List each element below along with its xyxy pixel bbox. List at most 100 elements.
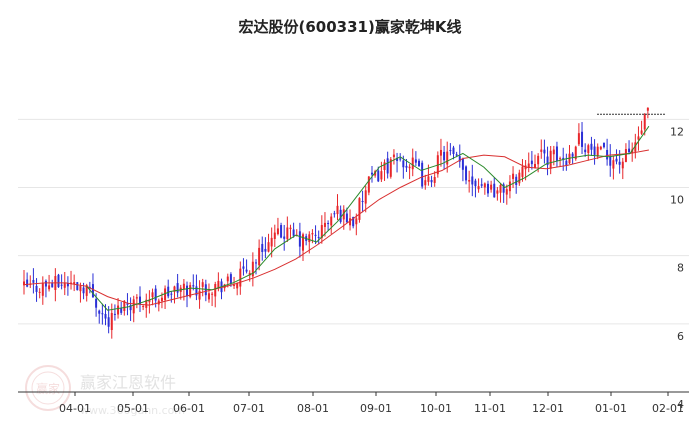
candle-down	[602, 142, 605, 148]
candle-down	[345, 213, 348, 223]
candle-down	[590, 143, 593, 150]
y-tick-label: 6	[677, 330, 684, 343]
candle-up	[226, 276, 229, 282]
candle-down	[26, 279, 29, 287]
y-tick-label: 4	[677, 398, 684, 411]
candle-up	[201, 282, 204, 287]
candle-up	[160, 297, 163, 302]
candle-down	[126, 303, 129, 305]
candle-down	[113, 313, 116, 315]
candle-down	[584, 149, 587, 153]
candle-down	[261, 243, 264, 252]
candle-up	[355, 218, 358, 225]
candle-up	[236, 283, 239, 289]
candle-down	[327, 223, 330, 225]
candle-up	[499, 184, 502, 193]
candle-up	[624, 149, 627, 162]
candle-down	[530, 160, 533, 165]
candle-up	[383, 162, 386, 170]
candle-up	[540, 149, 543, 152]
candle-up	[323, 222, 326, 227]
candle-down	[101, 313, 104, 315]
svg-text:赢家: 赢家	[36, 381, 60, 396]
candle-down	[493, 183, 496, 198]
candle-down	[264, 248, 267, 252]
candle-down	[609, 155, 612, 166]
candle-down	[333, 213, 336, 215]
candle-up	[286, 227, 289, 240]
candle-down	[418, 160, 421, 167]
x-tick-label: 06-01	[173, 402, 205, 415]
candle-up	[289, 227, 292, 230]
candle-up	[640, 130, 643, 134]
candle-down	[91, 284, 94, 298]
candle-down	[104, 313, 107, 319]
candle-up	[559, 158, 562, 160]
candle-up	[63, 283, 66, 288]
candle-up	[79, 285, 82, 292]
candle-up	[574, 146, 577, 160]
candle-down	[339, 209, 342, 222]
candle-down	[402, 160, 405, 168]
candle-up	[123, 300, 126, 311]
candle-down	[461, 158, 464, 170]
candle-up	[135, 297, 138, 299]
candle-up	[643, 114, 646, 130]
candle-down	[458, 156, 461, 162]
candle-up	[336, 205, 339, 215]
candle-down	[82, 287, 85, 294]
candle-up	[358, 198, 361, 220]
chart-title: 宏达股份(600331)赢家乾坤K线	[239, 18, 462, 36]
candle-down	[32, 280, 35, 283]
candle-up	[110, 313, 113, 331]
candle-up	[342, 209, 345, 220]
watermark: 赢家 赢家江恩软件 www.360gann.com	[25, 365, 185, 417]
watermark-brand: 赢家江恩软件	[80, 373, 176, 392]
candle-down	[120, 308, 123, 313]
candle-up	[389, 159, 392, 177]
candle-up	[132, 299, 135, 314]
candle-up	[364, 190, 367, 204]
candle-down	[57, 274, 60, 288]
candle-down	[386, 158, 389, 174]
x-tick-label: 11-01	[474, 402, 506, 415]
candle-down	[76, 282, 79, 291]
candle-down	[452, 147, 455, 154]
candle-down	[618, 161, 621, 165]
candle-up	[439, 149, 442, 156]
candle-up	[596, 146, 599, 157]
x-tick-label: 09-01	[360, 402, 392, 415]
moving-averages	[23, 125, 650, 311]
candle-up	[211, 293, 214, 295]
candle-up	[151, 292, 154, 298]
candle-up	[85, 285, 88, 296]
candle-down	[399, 158, 402, 160]
candle-up	[483, 183, 486, 188]
candle-up	[349, 218, 352, 226]
candle-up	[142, 306, 145, 308]
candle-up	[311, 233, 314, 235]
candle-down	[138, 296, 141, 305]
candle-up	[527, 163, 530, 168]
candle-up	[634, 142, 637, 152]
candle-up	[320, 225, 323, 239]
candle-down	[370, 172, 373, 175]
candle-up	[552, 149, 555, 155]
candle-up	[189, 285, 192, 297]
candle-up	[427, 176, 430, 182]
candle-down	[421, 162, 424, 187]
candle-down	[486, 183, 489, 194]
candle-up	[424, 180, 427, 186]
candle-down	[229, 274, 232, 284]
candle-down	[154, 288, 157, 301]
candle-down	[396, 157, 399, 161]
candle-down	[546, 156, 549, 166]
candle-up	[490, 184, 493, 190]
candle-up	[468, 180, 471, 182]
x-tick-label: 05-01	[117, 402, 149, 415]
candle-up	[534, 163, 537, 168]
candle-down	[186, 285, 189, 297]
candle-down	[283, 236, 286, 239]
candle-up	[512, 173, 515, 179]
candle-down	[480, 184, 483, 186]
